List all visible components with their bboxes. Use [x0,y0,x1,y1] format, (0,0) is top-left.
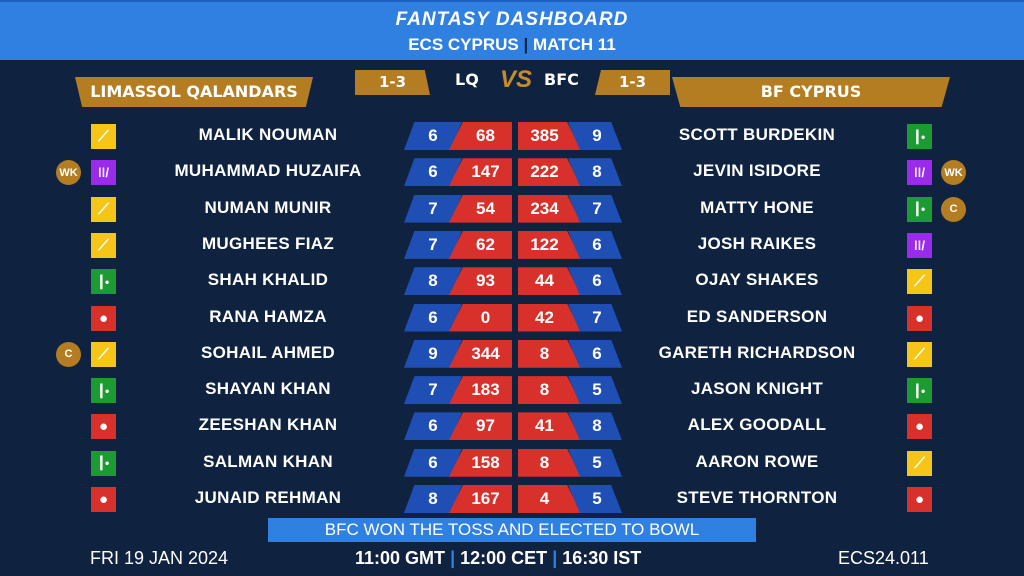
header: FANTASY DASHBOARD ECS CYPRUS | MATCH 11 [0,0,1024,60]
left-player-name: SOHAIL AHMED [201,342,335,362]
player-row: WK ǀǀ/MUHAMMAD HUZAIFA 6 147 222 8 JEVIN ISIDO… [0,157,1024,187]
right-player-name: SCOTT BURDEKIN [678,125,836,144]
captain-badge: C [56,341,81,367]
match-times: 11:00 GMT | 12:00 CET | 16:30 IST [355,548,641,569]
ball-icon: ● [907,487,932,512]
right-player-name: GARETH RICHARDSON [658,342,856,362]
right-player-name: STEVE THORNTON [676,488,838,507]
right-team-abbr: BFC [544,70,579,89]
stumps-icon: ǀǀ/ [907,232,932,258]
divider: | [450,548,456,568]
match-date: FRI 19 JAN 2024 [90,548,229,568]
right-stat-a: 385 [518,122,581,150]
player-row: ┃• SALMAN KHAN 6 158 8 5 AARON ROWE ⟋ [0,448,1024,478]
right-player-name: ALEX GOODALL [687,415,827,435]
ball-icon: ● [907,414,932,440]
right-team-name: BF CYPRUS [672,77,950,107]
left-player-name: NUMAN MUNIR [204,197,332,217]
left-player-name: MALIK NOUMAN [198,125,338,144]
league-name: ECS CYPRUS [408,35,519,54]
bat-ball-icon: ┃• [91,450,116,476]
left-stat-b: 183 [449,376,512,405]
player-row: ⟋ NUMAN MUNIR 7 54 234 7 MATTY HONE ┃• C [0,194,1024,224]
left-stat-b: 344 [449,339,512,368]
divider: | [523,35,529,54]
bat-icon: ⟋ [907,269,932,295]
player-row: ● JUNAID REHMAN 8 167 4 5 STEVE THORNTON ● [0,484,1024,514]
toss-banner: BFC WON THE TOSS AND ELECTED TO BOWL [268,518,756,542]
left-player-name: MUHAMMAD HUZAIFA [174,161,362,181]
right-player-name: OJAY SHAKES [695,270,819,290]
match-code: ECS24.011 [838,548,929,568]
divider: | [552,548,558,568]
left-player-name: SHAYAN KHAN [205,379,331,399]
match-number: MATCH 11 [532,35,616,54]
captain-badge: C [941,196,966,222]
bat-icon: ⟋ [907,450,932,476]
player-row: ● RANA HAMZA 6 0 42 7 ED SANDERSON ● [0,303,1024,333]
dashboard-title: FANTASY DASHBOARD [395,9,629,30]
bat-icon: ⟋ [907,341,932,367]
right-player-name: MATTY HONE [700,197,814,217]
right-player-name: JEVIN ISIDORE [693,161,821,181]
right-team-score: 1-3 [595,70,670,95]
bat-icon: ⟋ [91,341,116,367]
player-row: ● ZEESHAN KHAN 6 97 41 8 ALEX GOODALL ● [0,411,1024,441]
left-player-name: JUNAID REHMAN [194,488,342,507]
stumps-icon: ǀǀ/ [907,160,932,186]
left-team-score: 1-3 [355,70,430,95]
bat-icon: ⟋ [91,232,116,258]
bat-ball-icon: ┃• [907,124,932,149]
ball-icon: ● [91,414,116,440]
bat-ball-icon: ┃• [907,378,932,404]
left-player-name: MUGHEES FIAZ [201,233,335,253]
player-row: ┃• SHAH KHALID 8 93 44 6 OJAY SHAKES ⟋ [0,266,1024,296]
right-player-name: ED SANDERSON [686,306,828,326]
left-stat-b: 93 [449,267,512,296]
match-subtitle: ECS CYPRUS | MATCH 11 [0,35,1024,55]
right-player-name: JASON KNIGHT [690,379,824,399]
right-player-name: JOSH RAIKES [697,233,817,253]
stumps-icon: ǀǀ/ [91,160,116,186]
right-stat-a: 4 [518,485,581,513]
right-player-name: AARON ROWE [695,451,819,471]
time-ist: 16:30 IST [562,548,642,568]
time-cet: 12:00 CET [460,548,548,568]
bat-icon: ⟋ [91,196,116,222]
bat-ball-icon: ┃• [91,269,116,295]
left-team-abbr: LQ [455,70,479,89]
left-player-name: ZEESHAN KHAN [198,415,338,435]
left-player-name: SHAH KHALID [207,270,329,290]
time-gmt: 11:00 GMT [355,548,446,568]
bat-ball-icon: ┃• [91,378,116,404]
ball-icon: ● [907,305,932,331]
left-player-name: RANA HAMZA [209,306,327,326]
left-player-name: SALMAN KHAN [203,451,333,471]
vs-logo: VS [500,66,533,93]
wicketkeeper-badge: WK [56,160,81,186]
player-row: ⟋ MALIK NOUMAN 6 68 385 9 SCOTT BURDEKIN ┃• [0,121,1024,151]
bat-icon: ⟋ [91,124,116,149]
player-row: ⟋ MUGHEES FIAZ 7 62 122 6 JOSH RAIKES ǀǀ/ [0,230,1024,260]
player-row: C ⟋ SOHAIL AHMED 9 344 8 6 GARETH RICHARDSON ⟋ [0,339,1024,369]
player-row: ┃• SHAYAN KHAN 7 183 8 5 JASON KNIGHT ┃• [0,375,1024,405]
left-team-name: LIMASSOL QALANDARS [75,77,313,107]
ball-icon: ● [91,305,116,331]
bat-ball-icon: ┃• [907,196,932,222]
wicketkeeper-badge: WK [941,160,966,186]
ball-icon: ● [91,487,116,512]
